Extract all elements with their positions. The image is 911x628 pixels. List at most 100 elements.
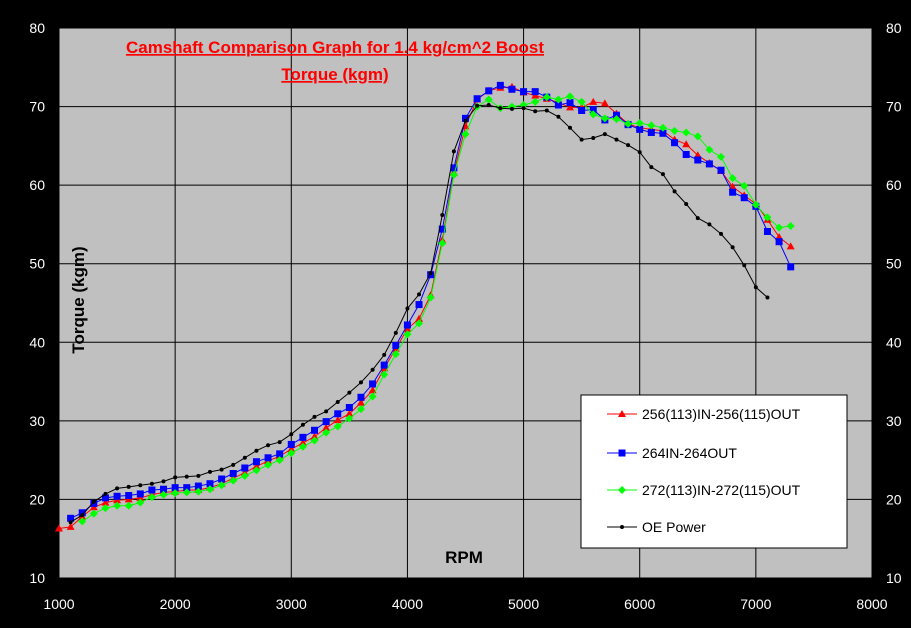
data-point: [287, 449, 296, 458]
data-point: [577, 97, 586, 106]
data-point: [509, 106, 514, 111]
data-point: [124, 501, 133, 510]
data-point: [196, 473, 201, 478]
data-point: [333, 416, 342, 424]
data-point: [600, 114, 609, 123]
data-point: [428, 271, 433, 276]
x-tick-label: 4000: [392, 596, 423, 612]
data-point: [415, 301, 423, 309]
data-point: [231, 462, 236, 467]
data-point: [775, 223, 784, 232]
data-point: [519, 101, 528, 109]
legend-swatch-marker: [618, 410, 626, 417]
data-point: [136, 498, 145, 507]
data-point: [600, 99, 609, 107]
data-point: [461, 130, 470, 139]
data-point: [450, 164, 458, 172]
data-point: [647, 129, 655, 136]
data-point: [566, 99, 574, 107]
data-point: [380, 361, 388, 369]
data-point: [707, 222, 712, 227]
data-point: [496, 81, 504, 89]
legend: 256(113)IN-256(115)OUT 264IN-264OUT 272(…: [580, 394, 848, 549]
data-point: [589, 106, 597, 114]
data-point: [717, 152, 726, 161]
data-point: [312, 414, 317, 419]
data-point: [589, 110, 598, 119]
data-point: [602, 132, 607, 137]
data-point: [568, 125, 573, 130]
data-point: [786, 242, 795, 250]
data-point: [347, 390, 352, 395]
chart-subtitle: Torque (kgm): [281, 65, 388, 84]
data-point: [554, 101, 562, 109]
data-point: [126, 484, 131, 489]
data-point: [310, 432, 319, 440]
data-point: [426, 293, 435, 302]
data-point: [544, 108, 549, 113]
data-point: [531, 88, 539, 96]
data-point: [147, 493, 156, 502]
data-point: [765, 295, 770, 300]
data-point: [206, 480, 214, 488]
data-point: [161, 479, 166, 484]
data-point: [324, 409, 329, 414]
data-point: [533, 109, 538, 114]
y-tick-label-right: 50: [886, 256, 902, 272]
data-point: [498, 106, 503, 111]
data-point: [184, 474, 189, 479]
data-point: [159, 490, 168, 499]
data-point: [103, 491, 108, 496]
data-point: [345, 414, 354, 423]
data-point: [183, 484, 191, 492]
data-point: [205, 485, 214, 494]
data-point: [672, 189, 677, 194]
data-point: [357, 393, 365, 401]
data-point: [369, 380, 377, 388]
data-point: [149, 481, 154, 486]
y-tick-label-right: 40: [886, 334, 902, 350]
data-point: [101, 498, 110, 506]
data-point: [254, 448, 259, 453]
data-point: [266, 443, 271, 448]
data-point: [368, 392, 377, 401]
data-point: [171, 484, 179, 492]
data-point: [356, 405, 365, 414]
data-point: [787, 263, 795, 271]
legend-label-272: 272(113)IN-272(115)OUT: [642, 482, 801, 498]
data-point: [333, 422, 342, 431]
data-point: [462, 114, 469, 122]
data-point: [438, 225, 446, 233]
data-point: [310, 436, 319, 445]
data-point: [91, 499, 96, 504]
data-point: [300, 422, 305, 427]
data-point: [252, 466, 261, 475]
data-point: [194, 487, 203, 496]
data-point: [136, 490, 144, 498]
data-point: [659, 129, 667, 137]
data-point: [382, 352, 387, 357]
data-point: [649, 165, 654, 170]
x-tick-label: 8000: [856, 596, 887, 612]
data-point: [277, 440, 282, 445]
legend-box: [580, 394, 848, 549]
data-point: [531, 97, 540, 106]
chart-title: Camshaft Comparison Graph for 1.4 kg/cm^…: [126, 38, 544, 57]
data-point: [264, 454, 272, 462]
data-point: [682, 151, 690, 158]
y-tick-label-right: 70: [886, 99, 902, 115]
data-point: [299, 433, 307, 441]
data-point: [729, 188, 737, 196]
data-point: [113, 492, 121, 500]
series-2: [78, 92, 795, 526]
data-point: [241, 464, 249, 472]
data-point: [566, 103, 575, 111]
tick-labels: 1000 2000 3000 4000 5000 6000 7000 8000 10 10 20 20…: [29, 20, 901, 612]
data-point: [660, 172, 665, 177]
data-point: [356, 398, 365, 406]
y-tick-label-left: 60: [29, 177, 45, 193]
data-point: [520, 88, 528, 96]
y-tick-label-right: 30: [886, 413, 902, 429]
data-point: [264, 460, 273, 469]
data-point: [207, 469, 212, 474]
